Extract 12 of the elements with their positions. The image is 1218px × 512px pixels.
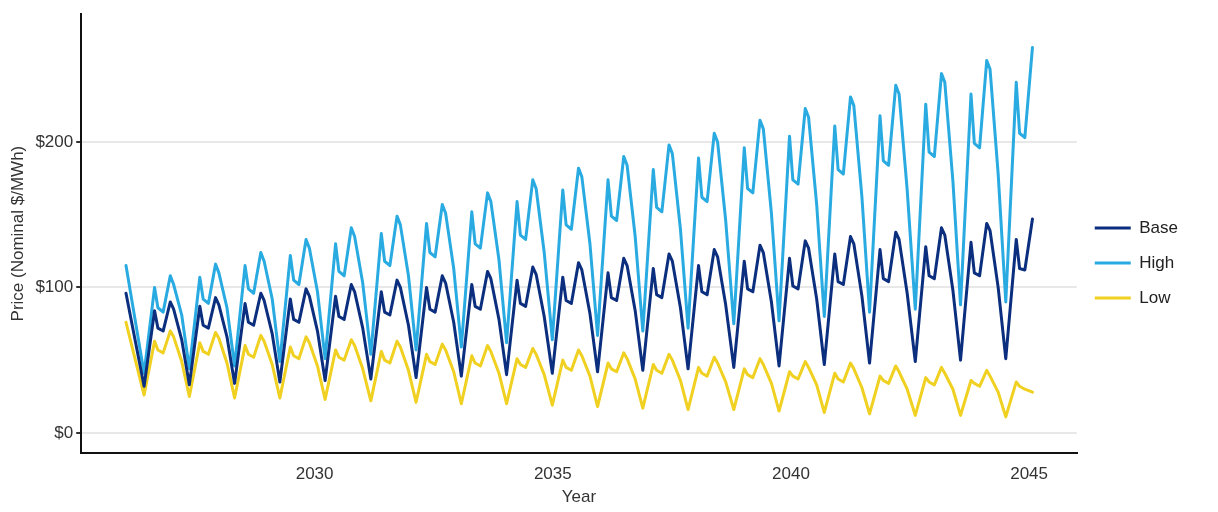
y-tick-label: $0 <box>54 422 74 442</box>
x-tick-label: 2030 <box>295 464 334 484</box>
x-axis-title: Year <box>561 487 597 507</box>
legend-label: Base <box>1139 217 1178 237</box>
x-tick-label: 2040 <box>772 464 810 484</box>
y-tick-label: $100 <box>35 277 74 297</box>
x-tick-label: 2035 <box>533 464 572 484</box>
legend-label: High <box>1139 252 1175 272</box>
legend-label: Low <box>1139 287 1172 307</box>
y-axis-title: Price (Nominal $/MWh) <box>7 145 27 322</box>
y-tick-label: $200 <box>35 131 74 151</box>
x-tick-label: 2045 <box>1010 464 1049 484</box>
